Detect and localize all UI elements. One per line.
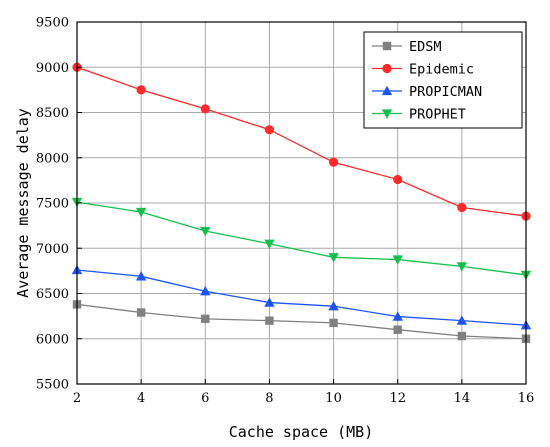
data-point-propicman [392, 311, 403, 321]
legend-marker-propicman [381, 85, 393, 96]
legend-label-prophet: PROPHET [409, 107, 466, 123]
legend-marker-edsm [382, 41, 392, 51]
y-tick-label: 8500 [36, 106, 69, 121]
data-point-epidemic [457, 202, 467, 213]
tick-layer: 2 4 6 8 10 12 14 16 5500 6000 6500 7000 7500 8000 8500… [36, 16, 534, 407]
legend-marker-prophet [381, 109, 393, 119]
data-point-epidemic [200, 104, 210, 114]
data-point-prophet [456, 262, 468, 272]
data-point-edsm [393, 325, 402, 334]
data-point-prophet [264, 239, 275, 249]
data-point-epidemic [264, 125, 275, 135]
data-point-epidemic [136, 85, 146, 95]
series-layer [71, 62, 532, 343]
data-point-edsm [457, 331, 467, 341]
legend-label-propicman: PROPICMAN [409, 84, 482, 100]
series-line-epidemic [76, 66, 527, 217]
x-tick-label: 2 [73, 391, 81, 406]
series-line-edsm [76, 303, 527, 340]
data-point-prophet [328, 253, 339, 263]
series-epidemic [72, 62, 531, 221]
x-tick-label: 14 [454, 391, 471, 406]
data-point-propicman [456, 315, 468, 325]
legend: EDSM Epidemic PROPICMAN PROPHET [363, 31, 523, 129]
legend-marker-epidemic [382, 63, 392, 74]
x-tick-label: 16 [518, 391, 535, 406]
y-tick-label: 5500 [36, 378, 69, 393]
x-tick-label: 8 [265, 391, 273, 406]
data-point-propicman [135, 271, 147, 281]
series-line-propicman [76, 269, 527, 326]
data-point-propicman [264, 297, 275, 307]
legend-label-edsm: EDSM [409, 39, 442, 55]
data-point-propicman [200, 286, 211, 296]
x-tick-label: 10 [325, 391, 342, 406]
data-point-prophet [135, 207, 147, 218]
series-line-prophet [76, 201, 527, 276]
x-tick-label: 12 [389, 391, 406, 406]
y-axis-title: Average message delay [14, 108, 32, 298]
data-point-epidemic [328, 157, 339, 167]
data-point-edsm [329, 318, 338, 328]
y-tick-label: 8000 [36, 151, 69, 166]
data-point-epidemic [393, 174, 403, 185]
data-point-edsm [265, 316, 274, 325]
data-point-edsm [136, 308, 146, 317]
data-point-prophet [200, 226, 211, 237]
y-tick-label: 6500 [36, 287, 69, 302]
data-point-propicman [328, 300, 339, 311]
y-tick-label: 7500 [36, 197, 69, 212]
data-point-edsm [201, 314, 210, 324]
x-tick-label: 6 [201, 391, 209, 406]
y-tick-label: 7000 [36, 242, 69, 257]
x-tick-label: 4 [137, 391, 145, 406]
data-point-prophet [392, 255, 403, 265]
x-axis-title: Cache space (MB) [229, 423, 374, 441]
y-tick-label: 9000 [36, 61, 69, 76]
legend-label-epidemic: Epidemic [409, 62, 474, 78]
y-tick-label: 9500 [36, 16, 69, 31]
y-tick-label: 6000 [36, 332, 69, 347]
